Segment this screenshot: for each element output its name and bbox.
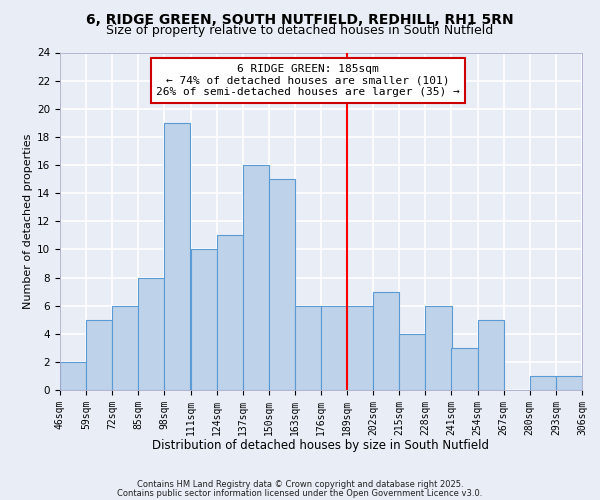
Bar xyxy=(164,123,190,390)
Bar xyxy=(478,320,504,390)
Bar xyxy=(139,278,164,390)
Bar xyxy=(112,306,139,390)
Bar xyxy=(400,334,425,390)
Bar xyxy=(451,348,478,390)
Bar xyxy=(556,376,582,390)
Text: 6, RIDGE GREEN, SOUTH NUTFIELD, REDHILL, RH1 5RN: 6, RIDGE GREEN, SOUTH NUTFIELD, REDHILL,… xyxy=(86,12,514,26)
Bar xyxy=(321,306,347,390)
X-axis label: Distribution of detached houses by size in South Nutfield: Distribution of detached houses by size … xyxy=(152,439,490,452)
Y-axis label: Number of detached properties: Number of detached properties xyxy=(23,134,33,309)
Bar xyxy=(60,362,86,390)
Bar xyxy=(530,376,556,390)
Bar xyxy=(425,306,452,390)
Bar xyxy=(347,306,373,390)
Bar xyxy=(295,306,321,390)
Text: Contains HM Land Registry data © Crown copyright and database right 2025.: Contains HM Land Registry data © Crown c… xyxy=(137,480,463,489)
Text: Contains public sector information licensed under the Open Government Licence v3: Contains public sector information licen… xyxy=(118,488,482,498)
Bar xyxy=(269,179,295,390)
Bar xyxy=(242,165,269,390)
Bar xyxy=(373,292,400,390)
Bar xyxy=(217,236,242,390)
Text: Size of property relative to detached houses in South Nutfield: Size of property relative to detached ho… xyxy=(106,24,494,37)
Text: 6 RIDGE GREEN: 185sqm
← 74% of detached houses are smaller (101)
26% of semi-det: 6 RIDGE GREEN: 185sqm ← 74% of detached … xyxy=(156,64,460,97)
Bar xyxy=(86,320,112,390)
Bar xyxy=(191,250,217,390)
